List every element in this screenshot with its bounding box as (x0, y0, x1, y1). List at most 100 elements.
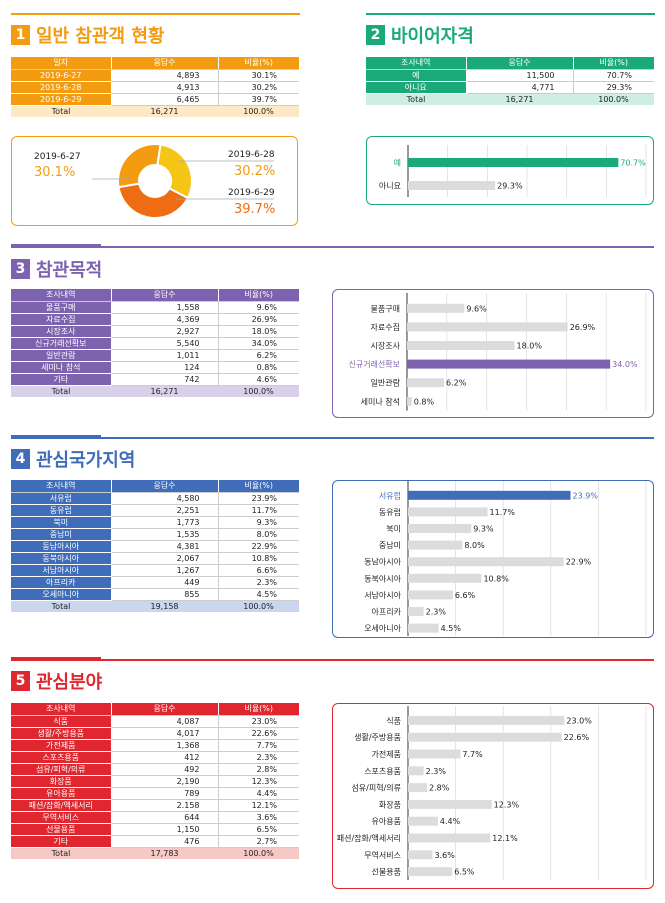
data-label: 34.0% (612, 360, 638, 369)
row-count: 4,893 (111, 69, 219, 82)
row-count: 2,927 (111, 325, 219, 338)
data-label: 8.0% (464, 541, 485, 550)
row-label: 신규거래선확보 (11, 337, 112, 350)
data-label: 18.0% (517, 342, 543, 351)
category-label: 아프리카 (372, 607, 402, 617)
table-row: 서유럽 4,580 23.9% (11, 492, 299, 505)
bar (408, 867, 453, 877)
category-label: 식품 (386, 716, 401, 725)
total-pct: 100.0% (218, 105, 299, 117)
data-label: 23.0% (566, 716, 592, 725)
category-label: 무역서비스 (364, 850, 401, 860)
total-label: Total (11, 847, 111, 859)
data-label: 26.9% (570, 323, 596, 332)
category-label: 오세아니아 (364, 623, 401, 633)
row-pct: 12.1% (218, 799, 299, 812)
bar (408, 623, 439, 633)
section-5-table: 조사내역 응답수 비율(%) 식품 4,087 23.0% 생활/주방용품 4,017 22.6… (11, 703, 299, 859)
section-2-table: 조사내역 응답수 비율(%) 예 11,500 70.7% 아니요 4,771 … (366, 57, 654, 105)
data-label: 4.5% (441, 624, 462, 633)
col-header-item: 조사내역 (11, 480, 112, 493)
row-label: 2019-6-28 (11, 81, 112, 94)
col-header-date: 일자 (11, 57, 112, 70)
data-label: 9.6% (466, 304, 487, 313)
category-label: 자료수집 (371, 322, 400, 332)
table-total-row: Total 16,271 100.0% (11, 105, 299, 117)
table-row: 2019-6-29 6,465 39.7% (11, 93, 299, 106)
donut-chart-box: 2019-6-27 30.1% 2019-6-28 30.2% 2019-6-2… (11, 136, 298, 226)
section-5-title: 관심분야 (36, 672, 103, 693)
row-count: 4,771 (466, 81, 574, 94)
bar (407, 359, 611, 369)
row-pct: 7.7% (218, 739, 299, 752)
table-header-row: 조사내역 응답수 비율(%) (11, 703, 299, 716)
total-count: 16,271 (466, 93, 573, 105)
row-label: 세미나 참석 (11, 361, 112, 374)
table-row: 기타 742 4.6% (11, 373, 299, 386)
row-pct: 34.0% (218, 337, 299, 350)
table-row: 오세아니아 855 4.5% (11, 588, 299, 601)
table-header-row: 조사내역 응답수 비율(%) (366, 57, 654, 70)
col-header-count: 응답수 (111, 703, 219, 716)
row-label: 시장조사 (11, 325, 112, 338)
row-label: 아니요 (366, 81, 467, 94)
section-1-rule (11, 13, 300, 15)
row-label: 2019-6-27 (11, 69, 112, 82)
col-header-item: 조사내역 (366, 57, 467, 70)
donut-slice-1 (117, 143, 162, 189)
section-5-header: 5 관심분야 (11, 668, 102, 694)
bar-chart-box-2: 예 70.7% 아니요 29.3% (366, 136, 654, 205)
data-label: 0.8% (414, 397, 435, 406)
donut-slice-3 (117, 182, 190, 219)
table-total-row: Total 16,271 100.0% (11, 385, 299, 397)
category-label: 서유럽 (379, 491, 401, 500)
row-count: 1,535 (111, 528, 219, 541)
total-pct: 100.0% (573, 93, 654, 105)
donut-slice-2 (156, 143, 193, 200)
row-count: 2,067 (111, 552, 219, 565)
total-count: 16,271 (111, 385, 218, 397)
category-label: 동유럽 (379, 508, 401, 517)
table-row: 시장조사 2,927 18.0% (11, 325, 299, 338)
data-label: 2.3% (426, 767, 447, 776)
donut-label-pct-1: 30.1% (34, 165, 75, 180)
data-label: 12.3% (494, 800, 520, 809)
row-label: 유아용품 (11, 787, 112, 800)
row-label: 2019-6-29 (11, 93, 112, 106)
section-3-table: 조사내역 응답수 비율(%) 물품구매 1,558 9.6% 자료수집 4,369 26.9% 시… (11, 289, 299, 397)
table-header-row: 조사내역 응답수 비율(%) (11, 480, 299, 493)
bar (408, 850, 433, 860)
bar-chart-box-5: 식품 23.0% 생활/주방용품 22.6% 가전제품 7.7% 스포츠용품 2.3% 섬유/피… (332, 703, 654, 889)
col-header-count: 응답수 (466, 57, 574, 70)
row-pct: 4.6% (218, 373, 299, 386)
col-header-item: 조사내역 (11, 289, 112, 302)
total-count: 16,271 (111, 105, 218, 117)
table-row: 동유럽 2,251 11.7% (11, 504, 299, 517)
row-pct: 2.8% (218, 763, 299, 776)
bar (408, 766, 424, 776)
table-row: 자료수집 4,369 26.9% (11, 313, 299, 326)
bar-chart-3: 물품구매 9.6% 자료수집 26.9% 시장조사 18.0% 신규거래선확보 34.0% 일반… (348, 293, 647, 411)
row-pct: 4.4% (218, 787, 299, 800)
bar (408, 557, 564, 567)
row-count: 492 (111, 763, 219, 776)
category-label: 동남아시아 (364, 557, 401, 567)
bar (408, 490, 571, 500)
category-label: 화장품 (379, 799, 401, 809)
row-pct: 4.5% (218, 588, 299, 601)
donut-label-date-3: 2019-6-29 (228, 188, 275, 198)
row-count: 5,540 (111, 337, 219, 350)
table-row: 세미나 참석 124 0.8% (11, 361, 299, 374)
row-label: 서남아시아 (11, 564, 112, 577)
donut-label-date-1: 2019-6-27 (34, 152, 81, 162)
category-label: 예 (394, 158, 401, 168)
table-total-row: Total 17,783 100.0% (11, 847, 299, 859)
category-label: 북미 (386, 525, 401, 534)
total-label: Total (11, 600, 111, 612)
row-label: 기타 (11, 373, 112, 386)
table-row: 유아용품 789 4.4% (11, 787, 299, 800)
row-pct: 0.8% (218, 361, 299, 374)
category-label: 세미나 참석 (361, 396, 400, 406)
row-count: 2,251 (111, 504, 219, 517)
col-header-pct: 비율(%) (218, 480, 299, 493)
